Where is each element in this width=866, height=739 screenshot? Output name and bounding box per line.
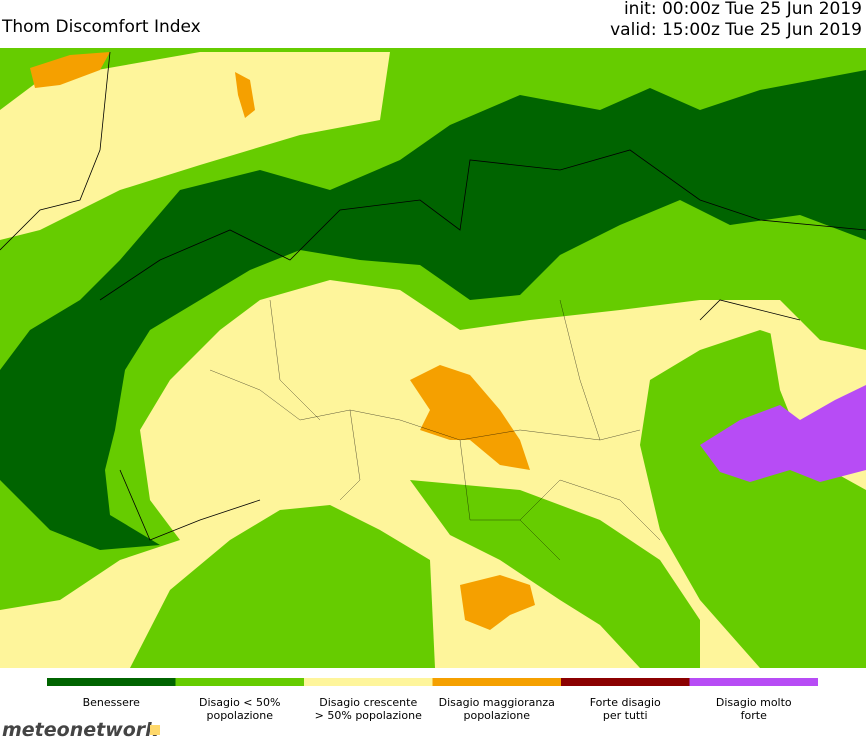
legend-label: popolazione: [206, 709, 273, 722]
map: [0, 48, 866, 668]
valid-time: valid: 15:00z Tue 25 Jun 2019: [610, 20, 862, 40]
yellow-zone: [0, 52, 390, 240]
init-time: init: 00:00z Tue 25 Jun 2019: [624, 0, 862, 19]
legend-label: Disagio molto: [716, 696, 792, 709]
purple-zone: [700, 385, 866, 482]
border: [0, 51, 866, 541]
orange-zone: [410, 365, 530, 470]
logo: meteonetwork: [2, 719, 159, 739]
legend-label: Disagio maggioranza: [439, 696, 555, 709]
legend-swatch: [304, 678, 433, 686]
legend-swatch: [432, 678, 561, 686]
region-border: [209, 299, 661, 561]
legend-swatch: [689, 678, 818, 686]
legend-label: Disagio < 50%: [199, 696, 280, 709]
adriatic-sea: [640, 330, 866, 668]
logo-mark: [150, 725, 160, 735]
legend-label: > 50% popolazione: [315, 709, 422, 722]
orange-zone: [30, 52, 110, 88]
legend-swatch: [561, 678, 690, 686]
legend: Benessere Disagio < 50%popolazioneDisagio…: [47, 678, 818, 722]
legend-label: Forte disagio: [590, 696, 661, 709]
green-zone: [410, 480, 700, 668]
dark-green-zone: [0, 70, 866, 550]
legend-label: popolazione: [463, 709, 530, 722]
ligurian-sea: [130, 505, 435, 668]
legend-label: Disagio crescente: [319, 696, 417, 709]
legend-label: Benessere: [83, 696, 141, 709]
legend-swatch: [175, 678, 304, 686]
orange-zone: [235, 72, 255, 118]
orange-zone: [460, 575, 535, 630]
legend-label: forte: [741, 709, 767, 722]
title: Thom Discomfort Index: [1, 17, 201, 37]
legend-label: per tutti: [603, 709, 648, 722]
legend-swatch: [47, 678, 176, 686]
